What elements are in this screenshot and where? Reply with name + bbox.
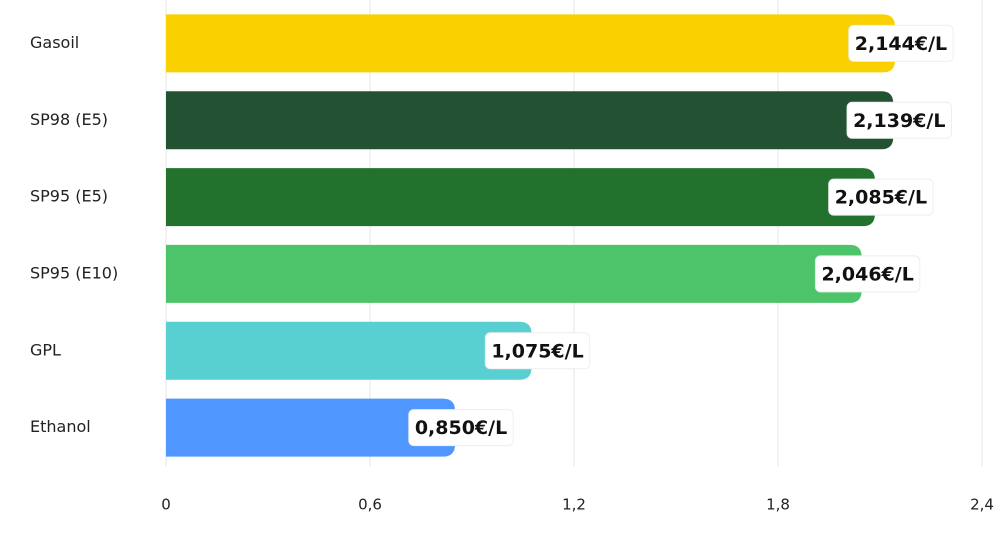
- value-label: 2,144€/L: [848, 24, 954, 62]
- value-label: 0,850€/L: [408, 409, 514, 447]
- bar: [166, 168, 875, 227]
- value-label-text: 0,850€/L: [415, 417, 507, 439]
- value-label-box: [484, 332, 591, 370]
- category-label: Gasoil: [30, 33, 79, 52]
- value-label-text: 2,085€/L: [835, 187, 927, 209]
- value-label-box: [846, 101, 952, 139]
- value-label-box: [408, 409, 514, 447]
- category-label: SP98 (E5): [30, 110, 108, 129]
- bar: [166, 91, 894, 150]
- value-label-text: 1,075€/L: [491, 340, 583, 362]
- category-label: SP95 (E10): [30, 263, 118, 282]
- value-label-text: 2,046€/L: [821, 263, 913, 285]
- x-tick-label: 1,2: [562, 496, 586, 514]
- value-label: 2,085€/L: [828, 178, 934, 216]
- value-label-box: [814, 255, 921, 293]
- bar: [166, 244, 862, 303]
- value-label: 1,075€/L: [484, 332, 591, 370]
- value-label-text: 2,144€/L: [855, 33, 947, 55]
- value-label-box: [828, 178, 934, 216]
- value-label: 2,139€/L: [846, 101, 952, 139]
- x-tick-label: 0,6: [358, 496, 382, 514]
- x-tick-label: 0: [161, 496, 171, 514]
- category-label: SP95 (E5): [30, 187, 108, 206]
- x-tick-label: 1,8: [766, 496, 790, 514]
- value-label: 2,046€/L: [814, 255, 921, 293]
- value-label-box: [848, 24, 954, 62]
- category-label: GPL: [30, 340, 61, 359]
- bar: [166, 398, 455, 457]
- x-tick-label: 2,4: [970, 496, 994, 514]
- bar: [166, 321, 532, 380]
- bar: [166, 14, 895, 73]
- category-label: Ethanol: [30, 417, 91, 436]
- value-label-text: 2,139€/L: [853, 110, 945, 132]
